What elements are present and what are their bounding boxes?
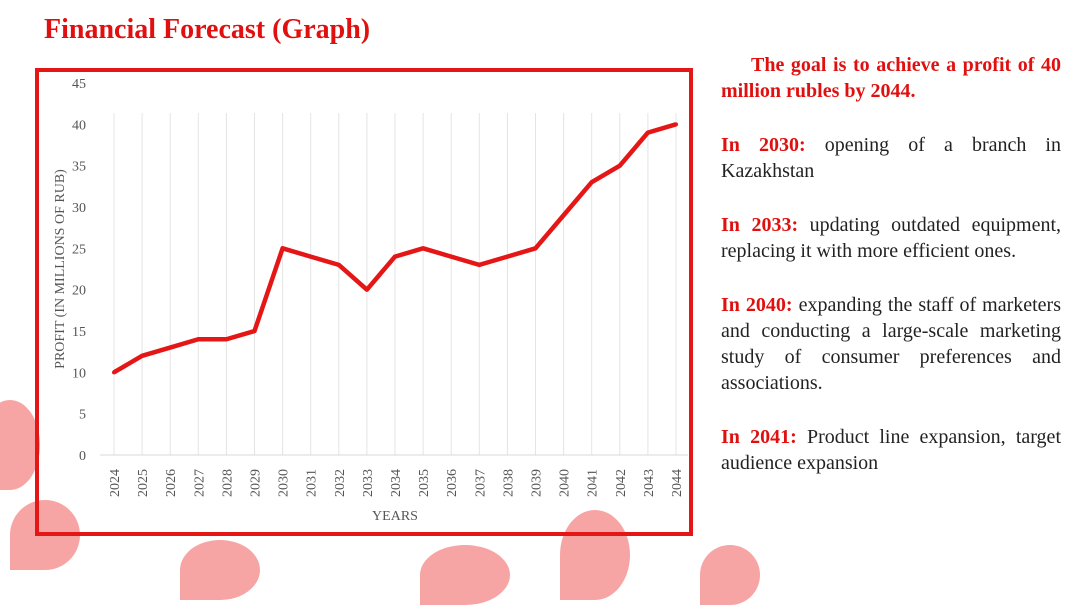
y-axis-label: PROFIT (IN MILLIONS OF RUB) xyxy=(53,169,68,369)
note-2040: In 2040: expanding the staff of marketer… xyxy=(721,294,1061,394)
data-point xyxy=(364,287,369,292)
y-tick-label: 10 xyxy=(72,366,86,381)
data-point xyxy=(252,329,257,333)
floral-decoration xyxy=(560,510,630,600)
x-tick-label: 2025 xyxy=(136,469,151,497)
x-tick-label: 2029 xyxy=(249,469,264,497)
data-point xyxy=(533,246,538,251)
y-tick-label: 15 xyxy=(72,325,86,340)
x-tick-label: 2036 xyxy=(445,469,460,497)
data-point xyxy=(674,122,678,127)
x-tick-label: 2043 xyxy=(642,469,657,497)
data-point xyxy=(168,345,173,350)
data-point xyxy=(617,163,622,168)
data-point xyxy=(561,213,566,218)
data-point xyxy=(112,370,116,375)
data-point xyxy=(505,254,510,259)
note-2041: In 2041: Product line expansion, target … xyxy=(721,426,1061,474)
chart-frame xyxy=(35,68,693,536)
floral-decoration xyxy=(700,545,760,605)
y-tick-label: 20 xyxy=(72,284,86,299)
data-point xyxy=(336,262,341,267)
line-chart: 2024 2025 2026 2027 2028 2029 2030 2031 2032 2033… xyxy=(53,77,688,524)
y-tick-label: 30 xyxy=(72,201,86,216)
y-tick-label: 0 xyxy=(79,449,86,464)
floral-decoration xyxy=(420,545,510,605)
y-tick-label: 35 xyxy=(72,160,86,175)
data-point xyxy=(280,246,285,251)
x-tick-label: 2026 xyxy=(164,469,179,497)
note-2033: In 2033: updating outdated equipment, re… xyxy=(721,214,1061,262)
x-tick-label: 2044 xyxy=(670,469,685,497)
notes-panel: The goal is to achieve a profit of 40 mi… xyxy=(721,52,1061,504)
x-tick-label: 2027 xyxy=(192,469,207,497)
x-tick-label: 2028 xyxy=(220,469,235,497)
data-point xyxy=(449,254,454,259)
goal-text: The goal is to achieve a profit of 40 mi… xyxy=(721,54,1061,102)
x-tick-label: 2034 xyxy=(389,469,404,497)
data-point xyxy=(224,337,229,342)
data-point xyxy=(477,262,482,267)
floral-decoration xyxy=(180,540,260,600)
x-tick-label: 2040 xyxy=(558,469,573,497)
note-2030: In 2030: opening of a branch in Kazakhst… xyxy=(721,134,1061,182)
x-tick-label: 2024 xyxy=(108,469,123,497)
x-tick-label: 2042 xyxy=(614,469,629,497)
x-axis-label: YEARS xyxy=(372,509,418,524)
x-tick-label: 2039 xyxy=(530,469,545,497)
x-tick-label: 2031 xyxy=(305,469,320,497)
x-tick-label: 2030 xyxy=(277,469,292,497)
y-tick-label: 5 xyxy=(79,408,86,423)
y-tick-label: 45 xyxy=(72,77,86,92)
data-point xyxy=(645,130,650,135)
data-point xyxy=(308,254,313,259)
data-point xyxy=(140,353,145,358)
data-point xyxy=(196,337,201,342)
data-point xyxy=(421,246,426,251)
x-tick-label: 2041 xyxy=(586,469,601,497)
x-tick-label: 2035 xyxy=(417,469,432,497)
x-tick-label: 2038 xyxy=(501,469,516,497)
x-tick-label: 2032 xyxy=(333,469,348,497)
data-point xyxy=(589,180,594,185)
y-tick-label: 40 xyxy=(72,118,86,133)
data-point xyxy=(393,254,397,259)
x-tick-label: 2033 xyxy=(361,469,376,497)
page-title: Financial Forecast (Graph) xyxy=(44,14,371,45)
y-tick-label: 25 xyxy=(72,242,86,257)
x-tick-label: 2037 xyxy=(473,469,488,497)
